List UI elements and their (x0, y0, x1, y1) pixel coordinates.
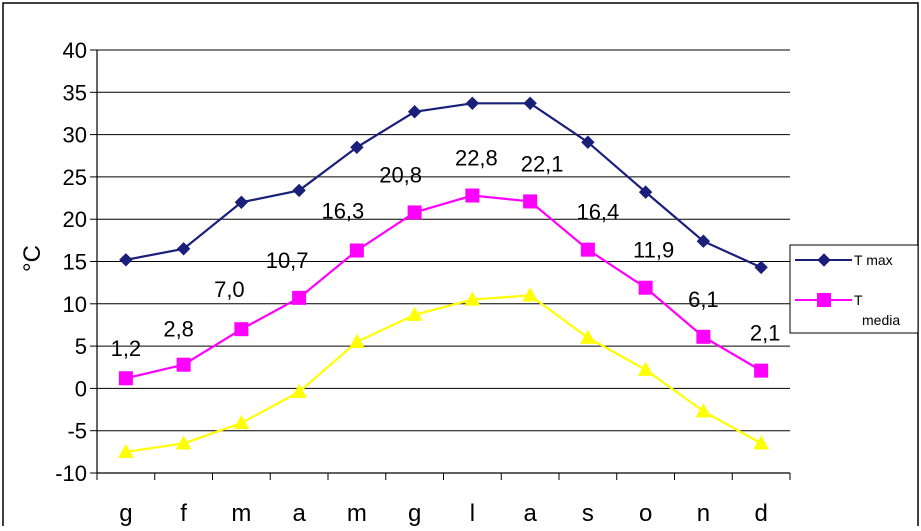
y-tick-label: 30 (63, 123, 87, 148)
data-point (233, 415, 250, 430)
data-point (292, 183, 306, 198)
data-label: 16,3 (321, 199, 364, 224)
data-point (638, 280, 653, 295)
series (118, 96, 769, 458)
data-label: 2,1 (750, 321, 781, 346)
legend-marker (817, 293, 831, 307)
legend-marker (817, 253, 831, 267)
data-point (753, 435, 769, 450)
data-point (581, 135, 595, 149)
data-point (637, 361, 654, 376)
x-tick-label: l (470, 500, 475, 526)
axes: 40 35 30 25 20 15 10 5 0 -5 -10 g f m a m g l a s o n d °C (19, 38, 791, 527)
y-tick-label: 0 (75, 376, 87, 401)
x-tick-label: d (754, 500, 767, 526)
data-point (176, 242, 191, 256)
data-point (696, 329, 711, 344)
series-line (125, 102, 762, 269)
data-point (407, 205, 422, 220)
data-label: 16,4 (576, 200, 619, 225)
data-label: 7,0 (214, 277, 245, 302)
x-tick-label: m (231, 500, 251, 526)
data-label: 1,2 (111, 336, 142, 361)
y-tick-label: 15 (63, 250, 87, 275)
series-0 (119, 96, 768, 275)
x-tick-label: o (639, 500, 652, 526)
data-point (754, 363, 769, 378)
y-tick-label: -5 (67, 419, 87, 444)
legend-label: T max (854, 252, 893, 268)
data-point (522, 287, 538, 302)
x-tick-label: a (292, 500, 306, 526)
legend-label: media (862, 312, 900, 328)
data-point (118, 443, 134, 458)
data-point (118, 371, 133, 386)
y-tick-label: 20 (63, 207, 87, 232)
x-tick-label: s (582, 500, 594, 526)
x-tick-label: m (347, 500, 367, 526)
data-label: 11,9 (633, 238, 674, 263)
data-label: 22,1 (521, 151, 564, 176)
data-point (580, 242, 595, 257)
data-label: 6,1 (688, 287, 719, 312)
data-point (349, 333, 365, 348)
y-tick-label: 25 (63, 165, 87, 190)
data-point (465, 96, 480, 111)
data-point (292, 290, 307, 305)
series-1 (118, 188, 769, 386)
data-point (234, 195, 249, 209)
data-label: 22,8 (455, 146, 498, 171)
y-tick-label: 35 (63, 80, 87, 105)
data-point (465, 188, 480, 203)
data-point (580, 329, 596, 344)
data-point (695, 403, 712, 418)
y-tick-label: 40 (63, 38, 87, 63)
legend-box (789, 244, 919, 334)
data-point (696, 234, 711, 248)
y-tick-label: 5 (75, 334, 87, 359)
data-point (234, 322, 249, 337)
data-point (754, 260, 768, 275)
x-tick-label: n (697, 500, 710, 526)
data-label: 20,8 (379, 162, 422, 187)
y-axis-label: °C (19, 245, 46, 272)
x-tick-label: f (180, 500, 187, 526)
x-tick-label: a (523, 500, 537, 526)
data-point (175, 435, 192, 450)
series-line (125, 194, 762, 380)
data-point (350, 140, 364, 154)
series-line (125, 294, 762, 453)
legend-label: T (854, 292, 863, 308)
data-labels: 1,2 2,8 7,0 10,7 16,3 20,8 22,8 22,1 16,4 11,9 6,1… (111, 146, 781, 362)
data-point (349, 243, 364, 258)
data-point (407, 105, 422, 119)
data-point (523, 96, 537, 111)
data-label: 2,8 (163, 317, 194, 342)
x-tick-label: g (408, 500, 421, 526)
data-point (464, 291, 481, 306)
data-point (523, 194, 538, 209)
data-point (119, 253, 133, 267)
data-point (638, 185, 653, 199)
data-point (406, 306, 423, 321)
data-point (176, 357, 191, 372)
data-point (291, 383, 307, 398)
x-tick-label: g (119, 500, 132, 526)
data-label: 10,7 (266, 248, 309, 273)
y-tick-label: 10 (63, 292, 87, 317)
grid-lines (97, 49, 790, 432)
y-tick-label: -10 (55, 461, 87, 486)
series-2 (118, 287, 769, 458)
